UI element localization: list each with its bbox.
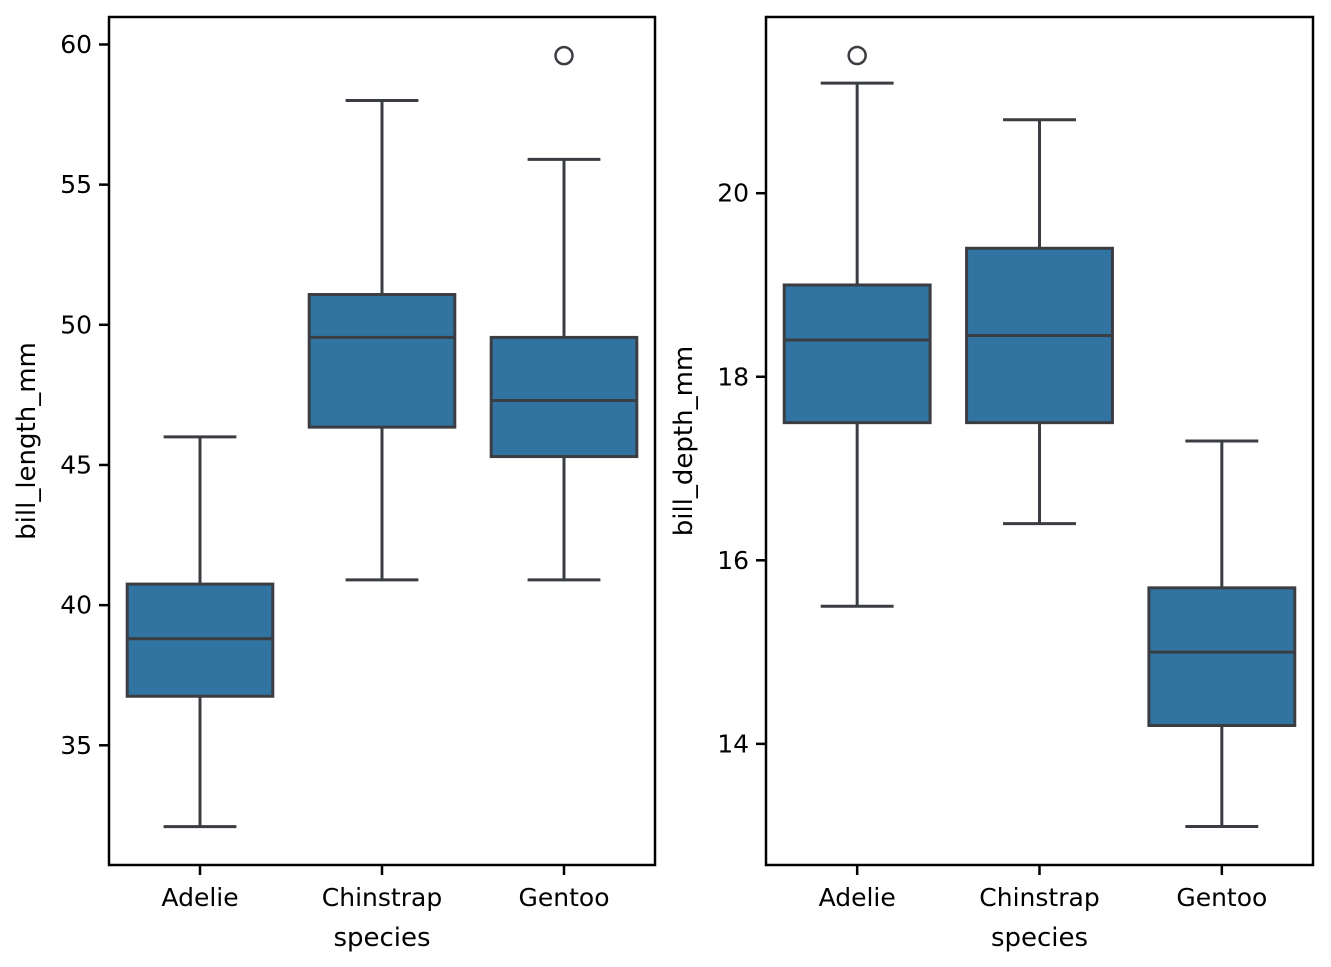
y-tick-label: 18 [717, 362, 749, 391]
x-tick-label-gentoo: Gentoo [519, 883, 610, 912]
y-axis-label: bill_depth_mm [669, 346, 699, 537]
subplot-bill-length-mm: 35 40 45 50 55 60 Adelie Chinstrap Gentoo species… [12, 15, 657, 953]
x-axis-label: species [991, 923, 1088, 953]
iqr-box-gentoo [1147, 586, 1297, 728]
subplot-bill-depth-mm: 14 16 18 20 Adelie Chinstrap Gentoo species bill… [669, 15, 1315, 953]
y-tick-label: 50 [60, 310, 92, 339]
x-tick-label-gentoo: Gentoo [1176, 883, 1267, 912]
y-tick-label: 20 [717, 179, 749, 208]
x-tick-label-chinstrap: Chinstrap [322, 883, 442, 912]
box-group-chinstrap [307, 99, 457, 582]
box-group-adelie [782, 45, 932, 608]
y-tick-label: 60 [60, 30, 92, 59]
x-tick-label-chinstrap: Chinstrap [979, 883, 1099, 912]
box-group-gentoo [1147, 439, 1297, 828]
y-tick-label: 40 [60, 591, 92, 620]
y-tick-label: 55 [60, 170, 92, 199]
box-group-adelie [125, 435, 275, 829]
y-axis-label: bill_length_mm [12, 342, 42, 540]
outlier-marker-gentoo [554, 45, 574, 66]
x-tick-label-adelie: Adelie [819, 883, 896, 912]
outlier-marker-adelie [847, 45, 867, 66]
box-group-gentoo [489, 45, 639, 582]
axes-frame [764, 15, 1315, 867]
x-tick-label-adelie: Adelie [161, 883, 238, 912]
y-tick-label: 35 [60, 731, 92, 760]
y-tick-label: 16 [717, 546, 749, 575]
iqr-box-gentoo [489, 335, 639, 459]
iqr-box-adelie [782, 283, 932, 425]
axes-frame [107, 15, 657, 867]
y-tick-label: 45 [60, 450, 92, 479]
y-tick-label: 14 [717, 729, 749, 758]
x-axis-label: species [333, 923, 430, 953]
iqr-box-chinstrap [307, 293, 457, 429]
box-group-chinstrap [965, 118, 1114, 526]
